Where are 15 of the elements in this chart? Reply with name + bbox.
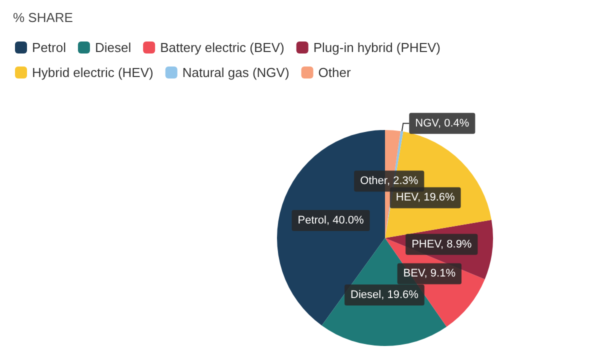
- data-label: Petrol, 40.0%: [298, 214, 364, 226]
- legend-label: Other: [318, 65, 352, 80]
- legend-label: Plug-in hybrid (PHEV): [313, 40, 440, 55]
- data-label: Diesel, 19.6%: [350, 288, 419, 301]
- data-label: BEV, 9.1%: [403, 268, 456, 280]
- legend-label: Petrol: [32, 40, 66, 55]
- legend-label: Diesel: [94, 40, 132, 55]
- data-label: NGV, 0.4%: [415, 117, 470, 130]
- data-label: HEV, 19.6%: [396, 192, 456, 204]
- legend-label: Hybrid electric (HEV): [32, 65, 154, 80]
- legend-label: Natural gas (NGV): [182, 65, 290, 80]
- chart-title: % SHARE: [13, 10, 74, 25]
- legend-label: Battery electric (BEV): [160, 40, 284, 55]
- data-label: PHEV, 8.9%: [412, 238, 472, 250]
- data-label: Other, 2.3%: [360, 175, 418, 188]
